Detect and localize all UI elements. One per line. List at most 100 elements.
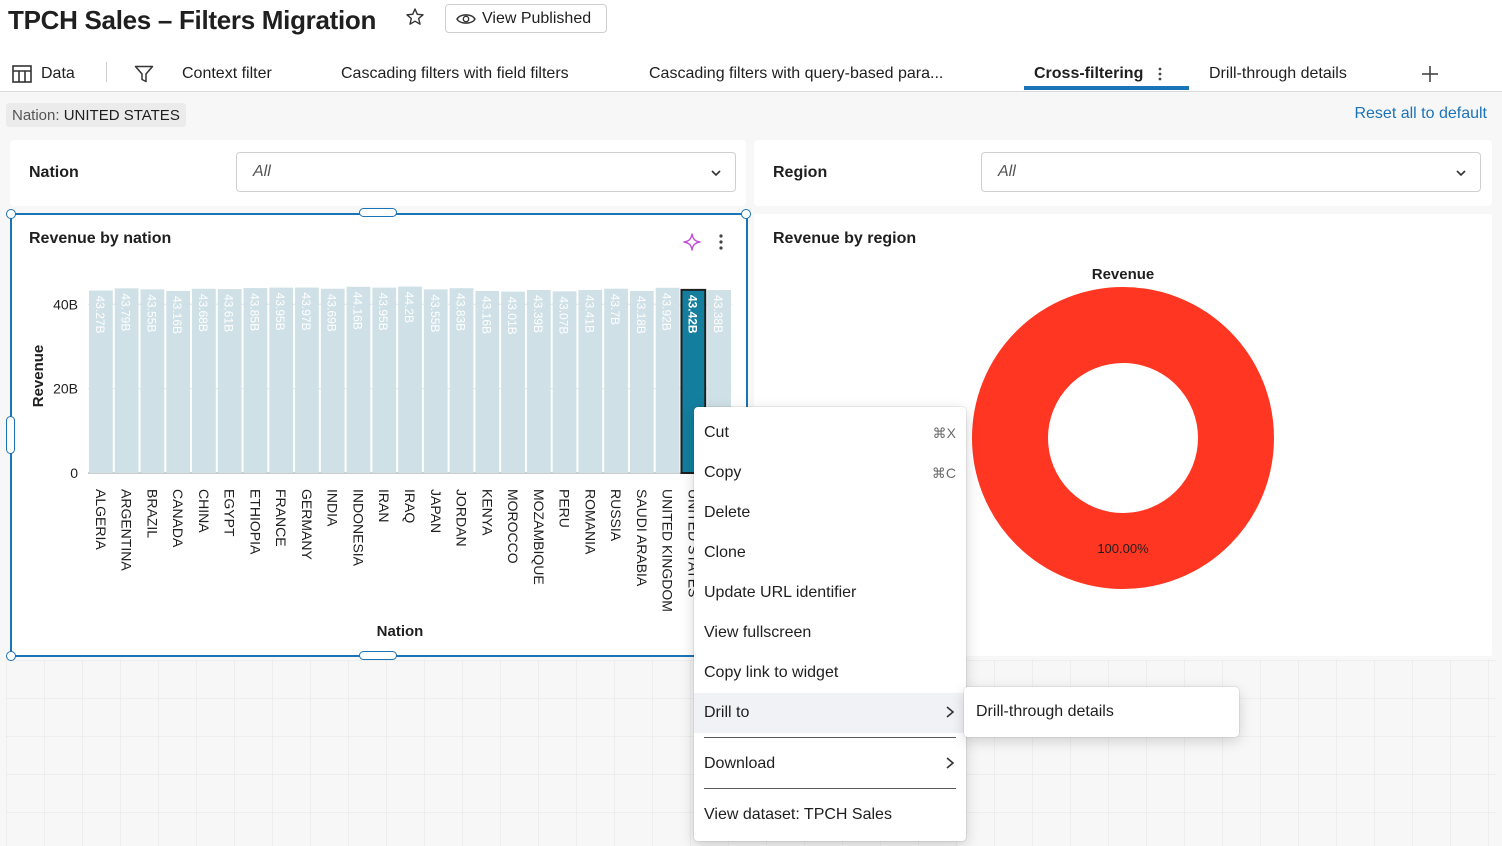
bar[interactable] <box>423 289 448 473</box>
menu-item-label: Update URL identifier <box>704 584 857 601</box>
resize-handle-corner[interactable] <box>741 209 751 219</box>
filter-icon <box>134 65 154 83</box>
x-tick-label: GERMANY <box>299 489 315 560</box>
menu-item-drill-to[interactable]: Drill to <box>694 693 966 733</box>
tab-context-filter[interactable]: Context filter <box>134 56 272 92</box>
star-icon <box>406 8 424 25</box>
bar[interactable] <box>578 289 603 473</box>
menu-item-download[interactable]: Download <box>694 744 966 784</box>
plus-icon <box>1422 66 1438 82</box>
add-tab-button[interactable] <box>1420 56 1440 92</box>
bar[interactable] <box>655 287 680 473</box>
bar[interactable] <box>192 288 216 473</box>
resize-handle-corner[interactable] <box>6 651 16 661</box>
table-icon <box>12 65 32 83</box>
bar-data-label: 43.27B <box>93 296 107 334</box>
donut-slice[interactable] <box>972 287 1274 589</box>
bar[interactable] <box>475 290 500 473</box>
x-tick-label: MOROCCO <box>505 489 521 564</box>
menu-item-label: Drill-through details <box>976 703 1114 720</box>
menu-item-label: Copy link to widget <box>704 664 839 681</box>
bar[interactable] <box>552 291 577 473</box>
tab-cascading-field-filters[interactable]: Cascading filters with field filters <box>341 56 569 92</box>
menu-item-copy[interactable]: Copy ⌘C <box>694 453 966 493</box>
nation-filter-card: Nation All <box>10 140 746 206</box>
tab-drill-through-details[interactable]: Drill-through details <box>1209 56 1347 92</box>
bar[interactable] <box>269 287 294 473</box>
bar[interactable] <box>629 290 654 473</box>
menu-item-delete[interactable]: Delete <box>694 493 966 533</box>
menu-item-label: Cut <box>704 424 729 441</box>
tab-cross-filtering[interactable]: Cross-filtering <box>1034 56 1163 92</box>
resize-handle-bottom[interactable] <box>359 651 397 660</box>
revenue-bar-chart[interactable]: 0 20B 40B Revenue 43.27B ALGERIA 43.79B ARGENTI… <box>12 263 746 653</box>
top-bar: TPCH Sales – Filters Migration View Publ… <box>0 0 1502 92</box>
chevron-down-icon <box>1456 170 1466 177</box>
revenue-by-nation-widget[interactable]: Revenue by nation 0 20B 40B Revenue 43.27B AL… <box>10 213 748 657</box>
revenue-donut-chart[interactable]: Revenue 100.00% <box>754 254 1492 654</box>
kebab-menu-icon[interactable] <box>1157 66 1163 82</box>
active-tab-indicator <box>1024 86 1189 90</box>
bar[interactable] <box>449 288 474 473</box>
bar[interactable] <box>320 288 345 473</box>
bar-data-label: 43.95B <box>376 293 390 331</box>
submenu-item-drill-through-details[interactable]: Drill-through details <box>964 687 1239 737</box>
bar-data-label: 44.2B <box>402 292 416 323</box>
view-published-button[interactable]: View Published <box>445 4 607 33</box>
menu-item-label: Download <box>704 755 776 772</box>
bar[interactable] <box>243 288 268 473</box>
bar[interactable] <box>398 286 422 473</box>
x-tick-label: IRAN <box>376 489 392 522</box>
menu-item-update-url[interactable]: Update URL identifier <box>694 573 966 613</box>
bar[interactable] <box>604 288 628 473</box>
x-tick-label: IRAQ <box>402 489 418 523</box>
bar[interactable] <box>140 289 165 473</box>
resize-handle-top[interactable] <box>359 208 397 217</box>
bar[interactable] <box>346 286 371 473</box>
bar[interactable] <box>89 290 113 473</box>
menu-item-view-fullscreen[interactable]: View fullscreen <box>694 613 966 653</box>
tab-label: Cascading filters with query-based para.… <box>649 65 944 82</box>
x-tick-label: FRANCE <box>273 489 289 547</box>
bar-data-label: 43.39B <box>531 295 545 333</box>
bar[interactable] <box>372 287 397 473</box>
bar[interactable] <box>166 290 191 473</box>
menu-item-view-dataset[interactable]: View dataset: TPCH Sales <box>694 795 966 835</box>
chevron-right-icon <box>946 757 955 769</box>
resize-handle-corner[interactable] <box>6 209 16 219</box>
region-select[interactable]: All <box>981 152 1481 192</box>
slice-label: 100.00% <box>1097 541 1149 556</box>
bar[interactable] <box>526 290 551 473</box>
bar-data-label: 43.85B <box>247 293 261 331</box>
chevron-down-icon <box>711 170 721 177</box>
context-menu: Cut ⌘X Copy ⌘C Delete Clone Update URL ide… <box>694 407 966 841</box>
bar-data-label: 43.07B <box>557 296 571 334</box>
bar-data-label: 43.16B <box>170 296 184 334</box>
x-tick-label: JAPAN <box>428 489 444 533</box>
menu-item-cut[interactable]: Cut ⌘X <box>694 413 966 453</box>
tab-data[interactable]: Data <box>12 56 75 92</box>
bar-data-label: 43.97B <box>299 293 313 331</box>
widget-title: Revenue by nation <box>29 230 172 247</box>
bar-data-label: 43.38B <box>711 295 725 333</box>
region-filter-card: Region All <box>754 140 1492 206</box>
bar[interactable] <box>114 288 139 473</box>
favorite-star-button[interactable] <box>404 6 426 28</box>
reset-all-link[interactable]: Reset all to default <box>1354 105 1487 122</box>
bar-data-label: 43.42B <box>685 295 699 334</box>
bar[interactable] <box>295 287 319 473</box>
x-tick-label: ETHIOPIA <box>247 489 263 555</box>
bar[interactable] <box>217 289 242 473</box>
menu-item-copy-link[interactable]: Copy link to widget <box>694 653 966 693</box>
shortcut-label: ⌘C <box>931 464 956 481</box>
menu-item-clone[interactable]: Clone <box>694 533 966 573</box>
bar[interactable] <box>501 291 525 473</box>
resize-handle-left[interactable] <box>6 416 15 454</box>
nation-select[interactable]: All <box>236 152 736 192</box>
active-filter-chip[interactable]: Nation: UNITED STATES <box>6 103 186 127</box>
tab-cascading-query-params[interactable]: Cascading filters with query-based para.… <box>649 56 943 92</box>
menu-item-label: Delete <box>704 504 751 521</box>
kebab-menu-icon[interactable] <box>718 233 724 251</box>
x-tick-label: JORDAN <box>454 489 470 547</box>
sparkle-icon[interactable] <box>682 232 702 252</box>
